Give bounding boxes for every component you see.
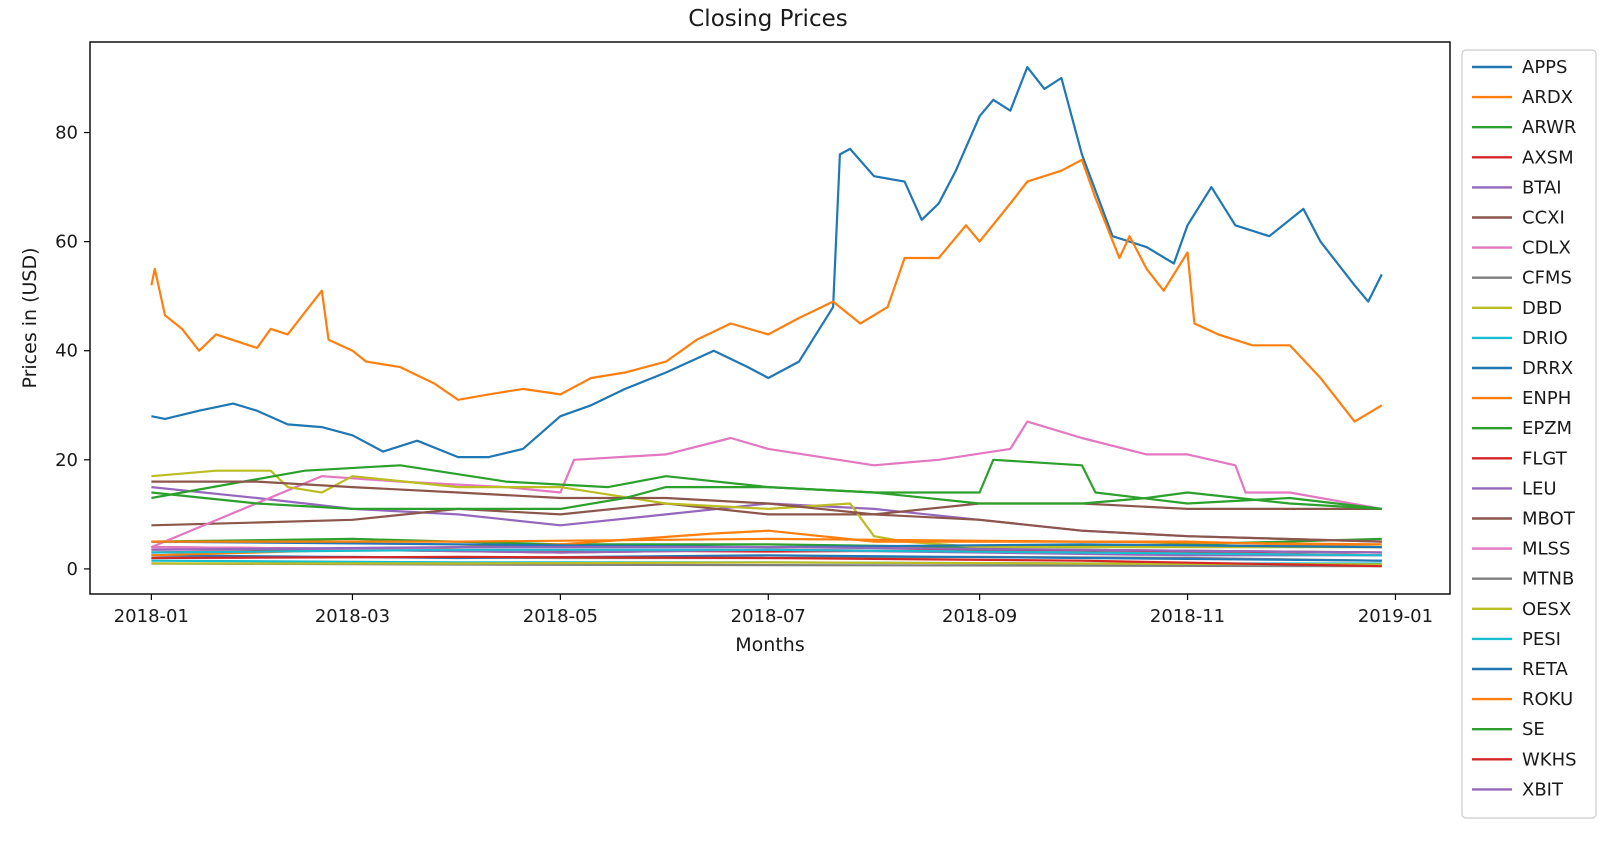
- series-line-pesi: [151, 548, 1382, 557]
- legend-label-pesi: PESI: [1522, 629, 1561, 650]
- y-tick-label: 0: [67, 559, 78, 580]
- legend-label-arwr: ARWR: [1522, 117, 1576, 138]
- legend-label-wkhs: WKHS: [1522, 749, 1577, 770]
- legend-label-se: SE: [1522, 719, 1545, 740]
- y-axis: 0 20 40 60 80: [55, 123, 90, 580]
- legend-label-roku: ROKU: [1522, 689, 1573, 710]
- x-tick-label: 2018-07: [731, 606, 806, 627]
- x-axis: 2018-01 2018-03 2018-05 2018-07 2018-09 2018-…: [114, 594, 1433, 627]
- legend-label-enph: ENPH: [1522, 388, 1571, 409]
- x-tick-label: 2018-11: [1150, 606, 1225, 627]
- legend-label-leu: LEU: [1522, 478, 1557, 499]
- chart-title: Closing Prices: [688, 6, 847, 32]
- series-line-mbot: [151, 480, 1382, 543]
- y-tick-label: 40: [55, 341, 78, 362]
- series-line-apps: [151, 66, 1383, 459]
- series-line-xbit: [151, 546, 1382, 554]
- x-tick-label: 2018-01: [114, 606, 189, 627]
- x-tick-label: 2018-05: [523, 606, 598, 627]
- series-line-dbd: [151, 469, 1382, 549]
- legend-label-ardx: ARDX: [1522, 87, 1573, 108]
- y-tick-label: 20: [55, 450, 78, 471]
- legend-label-axsm: AXSM: [1522, 147, 1574, 168]
- plot-frame: [89, 41, 1451, 595]
- legend-frame: [1461, 49, 1597, 819]
- x-tick-label: 2018-09: [942, 606, 1017, 627]
- series-layer: [150, 66, 1383, 568]
- y-axis-label: Prices in (USD): [19, 247, 41, 388]
- legend-label-flgt: FLGT: [1522, 448, 1568, 469]
- legend-label-mtnb: MTNB: [1522, 569, 1574, 590]
- legend-label-cfms: CFMS: [1522, 268, 1572, 289]
- legend-label-xbit: XBIT: [1522, 779, 1564, 800]
- legend-label-oesx: OESX: [1522, 599, 1571, 620]
- legend-label-drio: DRIO: [1522, 328, 1568, 349]
- y-tick-label: 60: [55, 232, 78, 253]
- x-tick-label: 2019-01: [1358, 606, 1433, 627]
- series-line-ccxi: [151, 502, 1382, 527]
- legend-label-mlss: MLSS: [1522, 539, 1570, 560]
- legend: APPS ARDX ARWR AXSM BTAI CCXI CDLX CFMS DBD DRIO D…: [1461, 49, 1597, 819]
- legend-label-drrx: DRRX: [1522, 358, 1573, 379]
- legend-label-dbd: DBD: [1522, 298, 1562, 319]
- series-line-wkhs: [151, 555, 1382, 568]
- series-line-oesx: [151, 561, 1382, 566]
- legend-label-reta: RETA: [1522, 659, 1568, 680]
- x-tick-label: 2018-03: [315, 606, 390, 627]
- legend-label-btai: BTAI: [1522, 177, 1562, 198]
- legend-label-ccxi: CCXI: [1522, 208, 1565, 229]
- legend-label-cdlx: CDLX: [1522, 238, 1571, 259]
- legend-label-epzm: EPZM: [1522, 418, 1572, 439]
- series-line-ardx: [150, 158, 1383, 423]
- y-tick-label: 80: [55, 123, 78, 144]
- series-line-se: [151, 486, 1382, 510]
- legend-label-apps: APPS: [1522, 57, 1567, 78]
- series-line-roku: [151, 537, 1382, 546]
- legend-label-mbot: MBOT: [1522, 509, 1576, 530]
- x-axis-label: Months: [735, 634, 804, 656]
